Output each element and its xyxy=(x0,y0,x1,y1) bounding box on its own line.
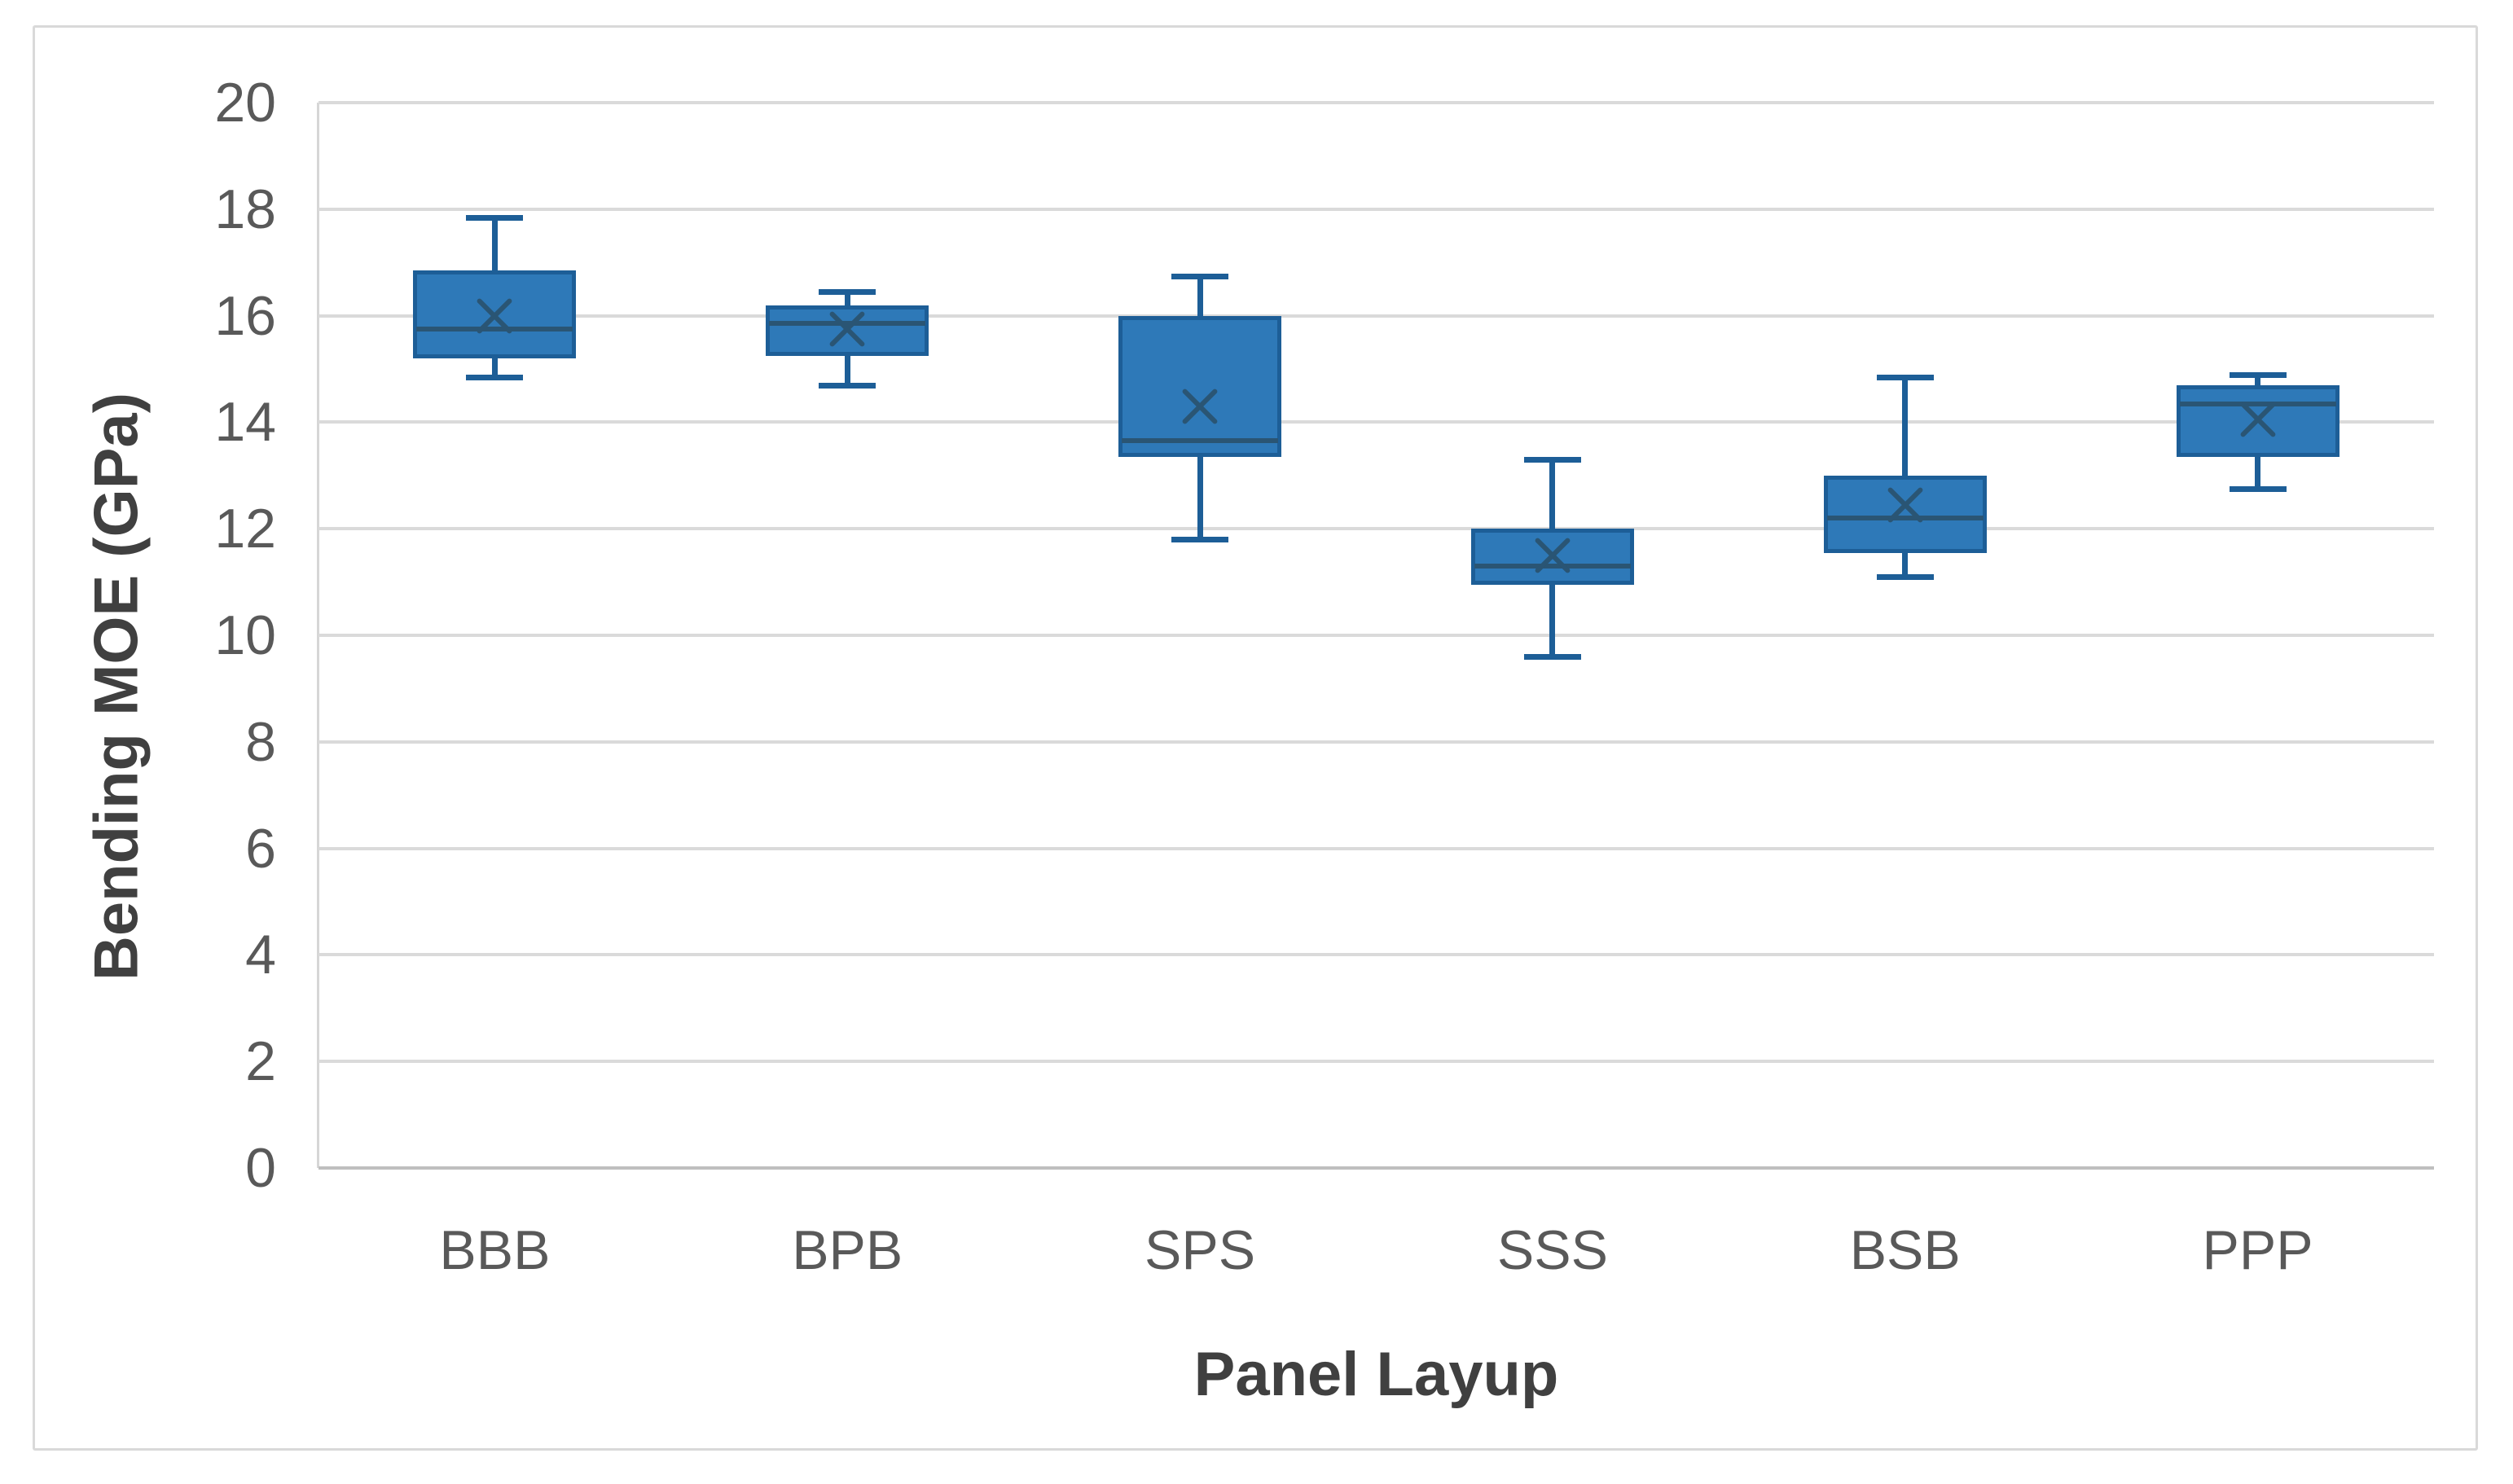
median-line xyxy=(769,321,926,327)
gridline-14 xyxy=(319,420,2434,424)
chart-frame: Bending MOE (GPa) 0 2 4 6 8 10 12 14 16 18 20 BBB B… xyxy=(33,25,2478,1451)
box xyxy=(1118,315,1282,457)
whisker-stem-bottom xyxy=(1902,552,1909,577)
x-category-label-SSS: SSS xyxy=(1496,1219,1608,1281)
y-tick-label-14: 14 xyxy=(214,391,276,454)
gridline-20 xyxy=(319,101,2434,104)
whisker-cap-bottom xyxy=(1523,654,1581,661)
gridline-0 xyxy=(319,1166,2434,1170)
gridline-16 xyxy=(319,314,2434,318)
y-tick-label-4: 4 xyxy=(245,924,276,986)
whisker-cap-top xyxy=(1523,457,1581,463)
y-tick-label-16: 16 xyxy=(214,284,276,347)
gridline-6 xyxy=(319,846,2434,850)
x-category-label-SPS: SPS xyxy=(1144,1219,1256,1281)
y-axis-line xyxy=(317,103,319,1168)
whisker-stem-bottom xyxy=(1549,584,1556,657)
whisker-cap-top xyxy=(1876,374,1934,380)
whisker-stem-top xyxy=(491,217,498,270)
y-tick-label-6: 6 xyxy=(245,817,276,880)
mean-marker xyxy=(1178,384,1222,428)
x-category-label-BSB: BSB xyxy=(1849,1219,1961,1281)
whisker-cap-top xyxy=(466,214,524,221)
y-tick-label-12: 12 xyxy=(214,498,276,560)
mean-marker xyxy=(1883,483,1927,527)
y-axis-title: Bending MOE (GPa) xyxy=(81,393,152,981)
whisker-cap-bottom xyxy=(466,374,524,380)
whisker-stem-top xyxy=(2255,374,2261,385)
y-tick-label-0: 0 xyxy=(245,1137,276,1199)
mean-marker xyxy=(825,307,869,351)
y-tick-label-18: 18 xyxy=(214,178,276,240)
gridline-8 xyxy=(319,740,2434,744)
median-line xyxy=(1474,563,1631,569)
gridline-4 xyxy=(319,953,2434,957)
whisker-stem-top xyxy=(844,292,850,305)
median-line xyxy=(416,326,573,331)
median-line xyxy=(1826,516,1984,521)
mean-marker xyxy=(2236,397,2280,441)
gridline-10 xyxy=(319,634,2434,637)
box xyxy=(1823,475,1987,553)
x-axis-title: Panel Layup xyxy=(1193,1340,1559,1409)
median-line xyxy=(2179,401,2336,406)
whisker-cap-bottom xyxy=(2229,486,2287,493)
whisker-cap-bottom xyxy=(1171,537,1229,543)
y-tick-label-2: 2 xyxy=(245,1030,276,1093)
whisker-cap-top xyxy=(1171,273,1229,279)
mean-marker xyxy=(1531,533,1575,577)
mean-marker xyxy=(472,294,516,338)
gridline-12 xyxy=(319,527,2434,531)
gridline-18 xyxy=(319,207,2434,211)
whisker-cap-bottom xyxy=(1876,574,1934,581)
whisker-stem-top xyxy=(1197,275,1203,316)
whisker-stem-bottom xyxy=(2255,456,2261,490)
x-category-label-BBB: BBB xyxy=(439,1219,551,1281)
x-category-label-PPP: PPP xyxy=(2202,1219,2313,1281)
plot-area xyxy=(317,101,2434,1170)
whisker-stem-bottom xyxy=(491,358,498,377)
whisker-cap-bottom xyxy=(819,382,876,389)
whisker-stem-top xyxy=(1549,459,1556,529)
y-tick-label-10: 10 xyxy=(214,604,276,666)
x-category-label-BPB: BPB xyxy=(792,1219,903,1281)
whisker-stem-bottom xyxy=(1197,456,1203,540)
whisker-stem-bottom xyxy=(844,355,850,385)
whisker-cap-top xyxy=(819,289,876,296)
y-tick-label-8: 8 xyxy=(245,710,276,773)
median-line xyxy=(1122,438,1279,444)
y-tick-label-20: 20 xyxy=(214,72,276,134)
whisker-stem-top xyxy=(1902,376,1909,476)
gridline-2 xyxy=(319,1060,2434,1064)
whisker-cap-top xyxy=(2229,371,2287,378)
